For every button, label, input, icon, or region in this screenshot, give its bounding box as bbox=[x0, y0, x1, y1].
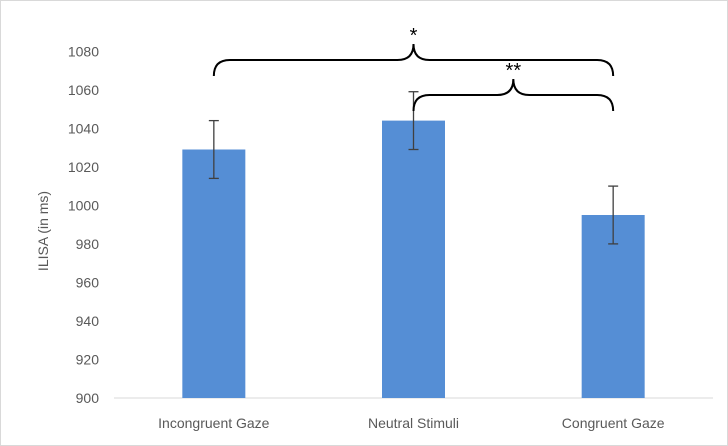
y-tick-label: 980 bbox=[76, 236, 100, 252]
bar bbox=[182, 149, 246, 398]
significance-bracket bbox=[412, 78, 615, 112]
x-category-label: Neutral Stimuli bbox=[368, 415, 459, 431]
y-tick-label: 1060 bbox=[68, 82, 99, 98]
y-tick-label: 1000 bbox=[68, 197, 99, 213]
error-bar bbox=[408, 91, 419, 151]
x-category-label: Congruent Gaze bbox=[562, 415, 665, 431]
error-bar bbox=[208, 119, 219, 180]
error-bar bbox=[608, 185, 619, 245]
x-category-label: Incongruent Gaze bbox=[158, 415, 270, 431]
significance-label: ** bbox=[506, 60, 522, 82]
y-tick-label: 1080 bbox=[68, 43, 99, 59]
significance-label: * bbox=[410, 25, 418, 47]
significance-brackets: *** bbox=[212, 25, 615, 112]
y-tick-label: 920 bbox=[76, 351, 100, 367]
significance-bracket bbox=[212, 43, 615, 77]
y-axis-title: ILISA (in ms) bbox=[35, 191, 51, 271]
bars bbox=[182, 120, 645, 398]
y-tick-label: 900 bbox=[76, 390, 100, 406]
bar bbox=[581, 215, 645, 398]
y-axis-ticks: 900 920 940 960 980 1000 1020 1040 1060 1080 bbox=[68, 43, 99, 406]
x-axis-labels: Incongruent Gaze Neutral Stimuli Congruent… bbox=[158, 415, 665, 431]
y-tick-label: 940 bbox=[76, 313, 100, 329]
error-bars bbox=[208, 91, 619, 245]
y-tick-label: 1040 bbox=[68, 120, 99, 136]
y-tick-label: 960 bbox=[76, 274, 100, 290]
bar bbox=[382, 120, 445, 398]
y-tick-label: 1020 bbox=[68, 159, 99, 175]
